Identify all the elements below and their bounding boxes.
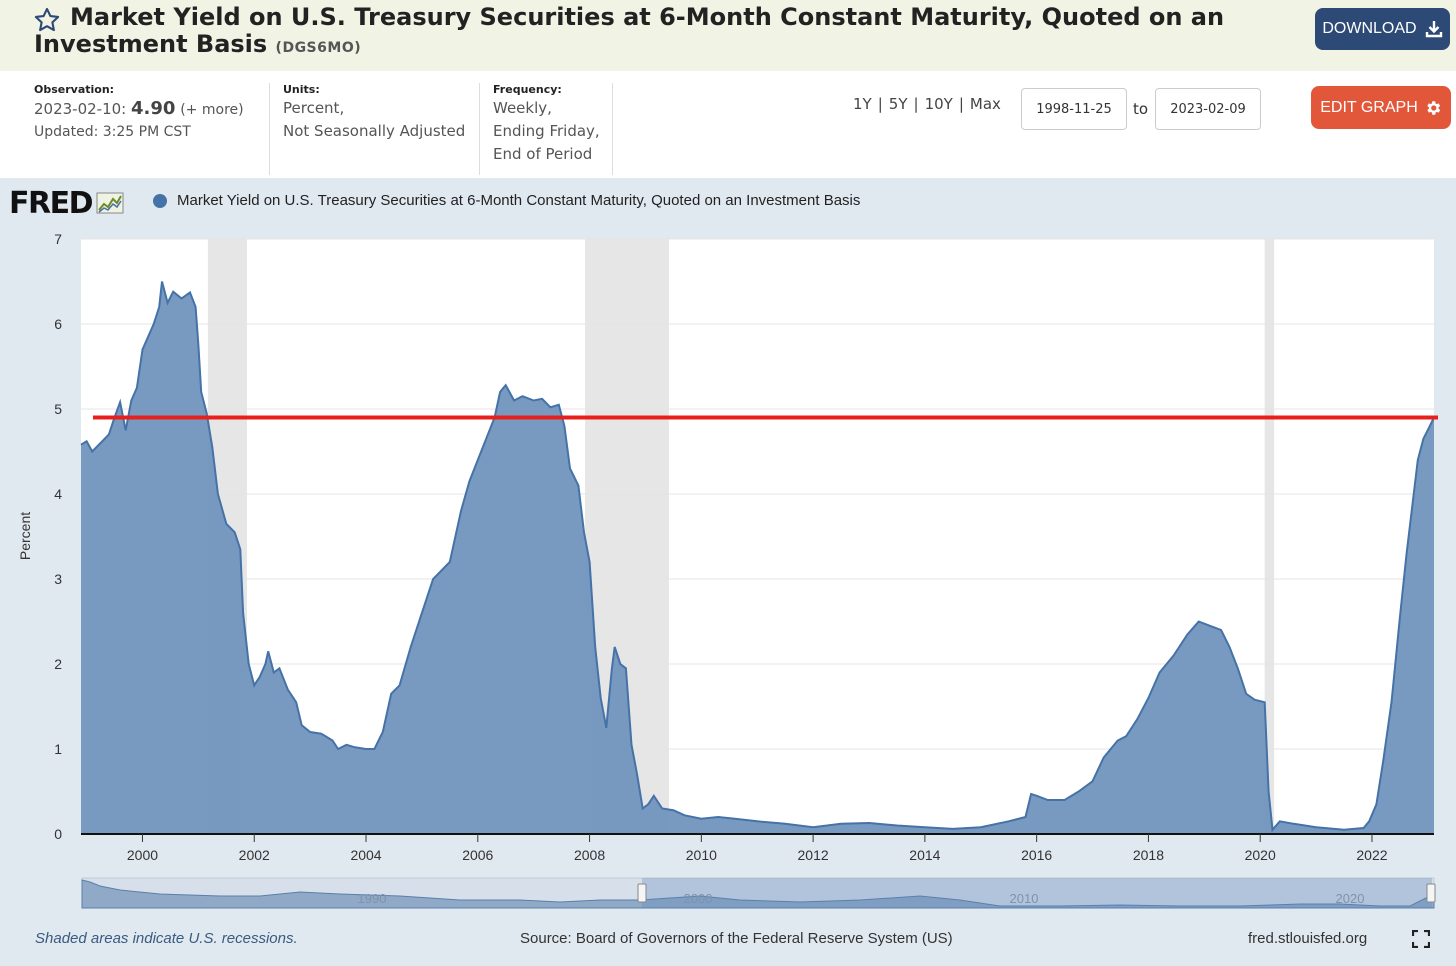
navigator-right-handle (1426, 883, 1436, 903)
series-area (80, 281, 1435, 835)
navigator-series (81, 879, 1435, 909)
y-tick-label: 0 (54, 826, 62, 842)
y-tick-label: 3 (54, 571, 62, 587)
fred-logo[interactable]: FRED (9, 185, 124, 221)
chart-panel: FRED Market Yield on U.S. Treasury Secur… (0, 178, 1456, 966)
divider (612, 83, 613, 175)
x-tick-label: 2000 (127, 847, 158, 863)
y-tick-label: 5 (54, 401, 62, 417)
frequency-line-3: End of Period (493, 145, 593, 163)
download-icon (1425, 21, 1442, 38)
fred-url[interactable]: fred.stlouisfed.org (1248, 930, 1368, 947)
y-tick-label: 7 (54, 231, 62, 247)
recession-band (1264, 239, 1275, 834)
updated-time: Updated: 3:25 PM CST (34, 124, 191, 140)
range-navigator: 1990 2000 2010 2020 (81, 877, 1436, 909)
range-1y[interactable]: 1Y (853, 95, 872, 113)
y-tick-label: 2 (54, 656, 62, 672)
series-title: Market Yield on U.S. Treasury Securities… (34, 3, 1225, 58)
navigator-label: 2000 (684, 891, 713, 906)
edit-graph-button[interactable]: EDIT GRAPH (1311, 86, 1451, 129)
observation-date: 2023-02-10: (34, 100, 127, 118)
x-tick-label: 2002 (239, 847, 270, 863)
range-separator: | (913, 95, 919, 113)
observation-more-link[interactable]: (+ more) (180, 102, 244, 118)
gear-icon (1427, 100, 1440, 115)
units-block: Units: Percent, Not Seasonally Adjusted (283, 83, 465, 175)
range-10y[interactable]: 10Y (924, 95, 953, 113)
series-id: (DGS6MO) (275, 40, 362, 56)
range-separator: | (877, 95, 883, 113)
series-area-fill (81, 281, 1434, 834)
source-note: Source: Board of Governors of the Federa… (520, 930, 953, 947)
fred-chart-icon (96, 192, 124, 214)
recession-note: Shaded areas indicate U.S. recessions. (35, 930, 298, 947)
frequency-block: Frequency: Weekly, Ending Friday, End of… (493, 83, 600, 175)
y-tick-label: 4 (54, 486, 62, 502)
navigator-left-handle (637, 883, 647, 903)
x-tick-label: 2014 (909, 847, 940, 863)
units-line-2: Not Seasonally Adjusted (283, 122, 466, 140)
y-axis-ticks: 0 1 2 3 4 5 6 7 (54, 231, 62, 842)
x-tick-label: 2022 (1356, 847, 1387, 863)
x-tick-label: 2010 (686, 847, 717, 863)
range-max[interactable]: Max (969, 95, 1001, 113)
download-label: DOWNLOAD (1322, 20, 1417, 37)
legend-label: Market Yield on U.S. Treasury Securities… (177, 192, 861, 209)
chart-canvas[interactable]: 0 1 2 3 4 5 6 7 2000 2002 2004 2006 2008 2010 2012 201… (0, 178, 1456, 966)
range-separator: | (958, 95, 964, 113)
range-5y[interactable]: 5Y (888, 95, 908, 113)
observation-block: Observation: 2023-02-10: 4.90 (+ more) U… (34, 83, 244, 175)
navigator-label: 2010 (1010, 891, 1039, 906)
end-date-input[interactable]: 2023-02-09 (1155, 88, 1261, 130)
edit-graph-label: EDIT GRAPH (1320, 98, 1418, 116)
x-axis-ticks: 2000 2002 2004 2006 2008 2010 2012 2014 2016 2018… (127, 834, 1388, 863)
download-button[interactable]: DOWNLOAD (1315, 8, 1450, 50)
navigator-labels: 1990 2000 2010 2020 (358, 891, 1365, 906)
fred-logo-text: FRED (9, 185, 94, 221)
fullscreen-icon[interactable] (1412, 930, 1430, 948)
navigator-selection (642, 878, 1432, 908)
x-tick-label: 2006 (462, 847, 493, 863)
frequency-label: Frequency: (493, 83, 562, 96)
observation-value: 4.90 (131, 98, 176, 119)
x-tick-label: 2016 (1021, 847, 1052, 863)
page-title: Market Yield on U.S. Treasury Securities… (34, 4, 1284, 62)
x-tick-label: 2012 (798, 847, 829, 863)
legend-marker (153, 193, 167, 208)
observation-label: Observation: (34, 83, 115, 96)
range-selector: 1Y | 5Y | 10Y | Max (853, 95, 1001, 113)
page-header: Market Yield on U.S. Treasury Securities… (0, 0, 1456, 71)
divider (479, 83, 480, 175)
units-line-1: Percent, (283, 99, 345, 117)
series-line (80, 281, 1435, 833)
y-axis-label: Percent (17, 512, 33, 560)
chart-legend[interactable]: Market Yield on U.S. Treasury Securities… (153, 192, 860, 209)
y-tick-label: 6 (54, 316, 62, 332)
x-tick-label: 2018 (1133, 847, 1164, 863)
x-tick-label: 2008 (574, 847, 605, 863)
series-meta: Observation: 2023-02-10: 4.90 (+ more) U… (0, 71, 1456, 178)
x-tick-label: 2020 (1245, 847, 1276, 863)
units-label: Units: (283, 83, 320, 96)
x-tick-label: 2004 (350, 847, 381, 863)
navigator-label: 2020 (1336, 891, 1365, 906)
frequency-line-1: Weekly, (493, 99, 552, 117)
y-tick-label: 1 (54, 741, 62, 757)
navigator-label: 1990 (358, 891, 387, 906)
divider (269, 83, 270, 175)
start-date-input[interactable]: 1998-11-25 (1021, 88, 1127, 130)
frequency-line-2: Ending Friday, (493, 122, 600, 140)
to-label: to (1133, 100, 1149, 118)
star-outline-icon[interactable] (33, 6, 61, 34)
